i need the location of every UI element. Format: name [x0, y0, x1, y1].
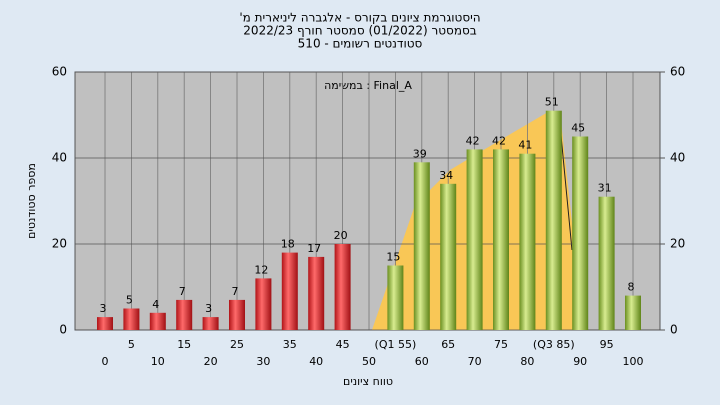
bar	[545, 110, 562, 330]
x-tick-label: (Q1 55)	[375, 338, 417, 351]
bar	[97, 317, 113, 330]
x-tick-label: 5	[128, 338, 135, 351]
bar	[281, 252, 298, 330]
bar	[440, 183, 457, 330]
x-tick-label: 75	[494, 338, 508, 351]
x-tick-label: 25	[230, 338, 244, 351]
y-tick-label: 40	[52, 151, 67, 165]
bar	[202, 317, 219, 330]
y2-tick-label: 40	[670, 151, 685, 165]
chart-subtitle: סטודנטים רשומים - 510	[298, 37, 423, 51]
x-tick-label: 100	[623, 355, 644, 368]
data-label: 3	[100, 302, 107, 315]
x-tick-label: 60	[415, 355, 429, 368]
x-tick-label: 35	[283, 338, 297, 351]
x-tick-label: (Q3 85)	[533, 338, 575, 351]
bar	[229, 299, 245, 330]
bar	[387, 265, 404, 330]
data-label: 18	[281, 238, 295, 251]
annotation: במשימה : Final_A	[324, 79, 412, 92]
x-tick-label: 80	[520, 355, 534, 368]
chart-title: 'היסטוגרמת ציונים בקורס - אלגברה ליניארי…	[239, 11, 480, 25]
bar	[466, 149, 483, 330]
data-label: 7	[232, 285, 239, 298]
bar	[625, 295, 641, 330]
data-label: 42	[466, 134, 480, 147]
data-label: 42	[492, 134, 506, 147]
y-tick-label: 20	[52, 237, 67, 251]
x-tick-label: 95	[600, 338, 614, 351]
data-label: 31	[598, 182, 612, 195]
x-tick-label: 0	[102, 355, 109, 368]
bar	[123, 308, 140, 330]
y-axis-label: מספר סטודנטים	[25, 163, 38, 239]
y-tick-label: 0	[59, 323, 67, 337]
data-label: 8	[628, 281, 635, 294]
x-tick-label: 10	[151, 355, 165, 368]
y2-tick-label: 0	[670, 323, 678, 337]
x-tick-label: 65	[441, 338, 455, 351]
bar	[598, 196, 615, 330]
y2-tick-label: 20	[670, 237, 685, 251]
data-label: 17	[307, 242, 321, 255]
bar	[255, 278, 272, 330]
x-tick-label: 90	[573, 355, 587, 368]
data-label: 51	[545, 96, 559, 109]
bar	[149, 312, 166, 330]
x-tick-label: 70	[468, 355, 482, 368]
bar	[493, 149, 509, 330]
data-label: 39	[413, 147, 427, 160]
data-label: 45	[571, 122, 585, 135]
x-tick-label: 45	[336, 338, 350, 351]
data-label: 5	[126, 294, 133, 307]
y2-tick-label: 60	[670, 65, 685, 79]
bar	[572, 136, 589, 330]
y-tick-label: 60	[52, 65, 67, 79]
data-label: 41	[518, 139, 532, 152]
bar	[308, 256, 325, 330]
data-label: 34	[439, 169, 453, 182]
chart-subtitle: בסמסטר (01/2022) סמסטר חורף 2022/23	[243, 24, 476, 38]
x-tick-label: 15	[177, 338, 191, 351]
data-label: 15	[386, 251, 400, 264]
whisker-line	[559, 124, 573, 251]
bar	[413, 162, 430, 330]
data-label: 20	[334, 229, 348, 242]
bar	[519, 153, 536, 330]
data-label: 7	[179, 285, 186, 298]
x-tick-label: 30	[256, 355, 270, 368]
bar	[334, 244, 351, 330]
x-tick-label: 50	[362, 355, 376, 368]
bar	[176, 299, 193, 330]
x-tick-label: 20	[204, 355, 218, 368]
data-label: 3	[205, 302, 212, 315]
x-tick-label: 40	[309, 355, 323, 368]
data-label: 12	[254, 263, 268, 276]
x-axis-label: טווח ציונים	[343, 375, 393, 388]
data-label: 4	[152, 298, 159, 311]
